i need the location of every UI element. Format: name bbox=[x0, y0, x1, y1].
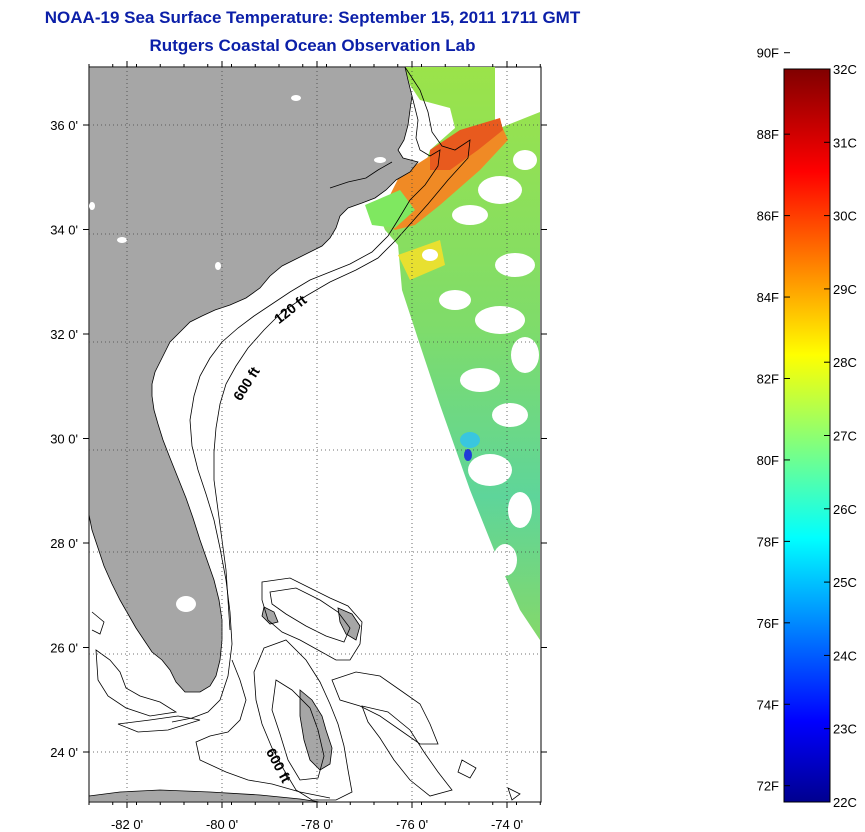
map-title: NOAA-19 Sea Surface Temperature: Septemb… bbox=[44, 8, 581, 27]
colorbar-celsius-label: 29C bbox=[833, 282, 857, 297]
lon-tick-label: -74 0' bbox=[491, 817, 523, 832]
colorbar-fahrenheit-label: 90F bbox=[757, 46, 779, 61]
colorbar-celsius-label: 26C bbox=[833, 502, 857, 517]
lon-tick-label: -82 0' bbox=[111, 817, 143, 832]
lat-tick-label: 36 0' bbox=[50, 118, 78, 133]
colorbar bbox=[783, 68, 831, 803]
colorbar-celsius-label: 25C bbox=[833, 575, 857, 590]
lat-tick-label: 26 0' bbox=[50, 641, 78, 656]
bathymetry-contours bbox=[91, 67, 521, 801]
colorbar-fahrenheit-label: 74F bbox=[757, 697, 779, 712]
colorbar-fahrenheit-label: 72F bbox=[757, 779, 779, 794]
colorbar-celsius-label: 22C bbox=[833, 795, 857, 810]
lon-tick-label: -78 0' bbox=[301, 817, 333, 832]
lat-tick-label: 28 0' bbox=[50, 536, 78, 551]
land-cuba bbox=[89, 789, 321, 802]
land-us-coast bbox=[89, 67, 419, 693]
colorbar-fahrenheit-label: 78F bbox=[757, 534, 779, 549]
colorbar-celsius-label: 23C bbox=[833, 722, 857, 737]
colorbar-celsius-label: 24C bbox=[833, 648, 857, 663]
colorbar-fahrenheit-label: 86F bbox=[757, 209, 779, 224]
lat-tick-label: 30 0' bbox=[50, 432, 78, 447]
colorbar-celsius-label: 32C bbox=[833, 62, 857, 77]
lat-tick-label: 34 0' bbox=[50, 223, 78, 238]
colorbar-fahrenheit-label: 84F bbox=[757, 290, 779, 305]
colorbar-fahrenheit-label: 76F bbox=[757, 616, 779, 631]
colorbar-celsius-label: 27C bbox=[833, 429, 857, 444]
lat-tick-label: 32 0' bbox=[50, 327, 78, 342]
lat-tick-label: 24 0' bbox=[50, 745, 78, 760]
land-bahamas bbox=[261, 606, 361, 771]
colorbar-fahrenheit-label: 80F bbox=[757, 453, 779, 468]
colorbar-celsius-label: 28C bbox=[833, 355, 857, 370]
colorbar-celsius-label: 30C bbox=[833, 209, 857, 224]
map-subtitle: Rutgers Coastal Ocean Observation Lab bbox=[149, 36, 476, 55]
lon-tick-label: -80 0' bbox=[206, 817, 238, 832]
grid-lines bbox=[89, 67, 541, 802]
colorbar-celsius-label: 31C bbox=[833, 135, 857, 150]
colorbar-fahrenheit-label: 82F bbox=[757, 371, 779, 386]
lon-tick-label: -76 0' bbox=[396, 817, 428, 832]
colorbar-fahrenheit-label: 88F bbox=[757, 127, 779, 142]
